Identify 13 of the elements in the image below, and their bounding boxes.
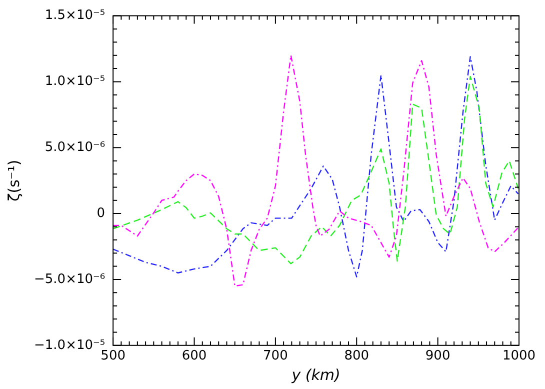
y-tick-label: 5.0×10⁻⁶ [44,140,106,156]
x-tick-label: 1000 [502,348,536,364]
x-tick-label: 600 [182,348,207,364]
x-tick-label: 700 [263,348,288,364]
x-axis-title: y (km) [290,366,340,384]
x-tick-label: 800 [344,348,370,364]
y-tick-label: 1.0×10⁻⁵ [44,74,106,90]
x-tick-label: 900 [425,348,450,364]
x-tick-label: 500 [100,348,126,364]
y-tick-label: 1.5×10⁻⁵ [44,8,106,24]
y-tick-label: 0 [96,206,106,221]
y-axis-title: ζ(s⁻¹) [4,160,23,202]
y-tick-label: −5.0×10⁻⁶ [34,272,106,287]
